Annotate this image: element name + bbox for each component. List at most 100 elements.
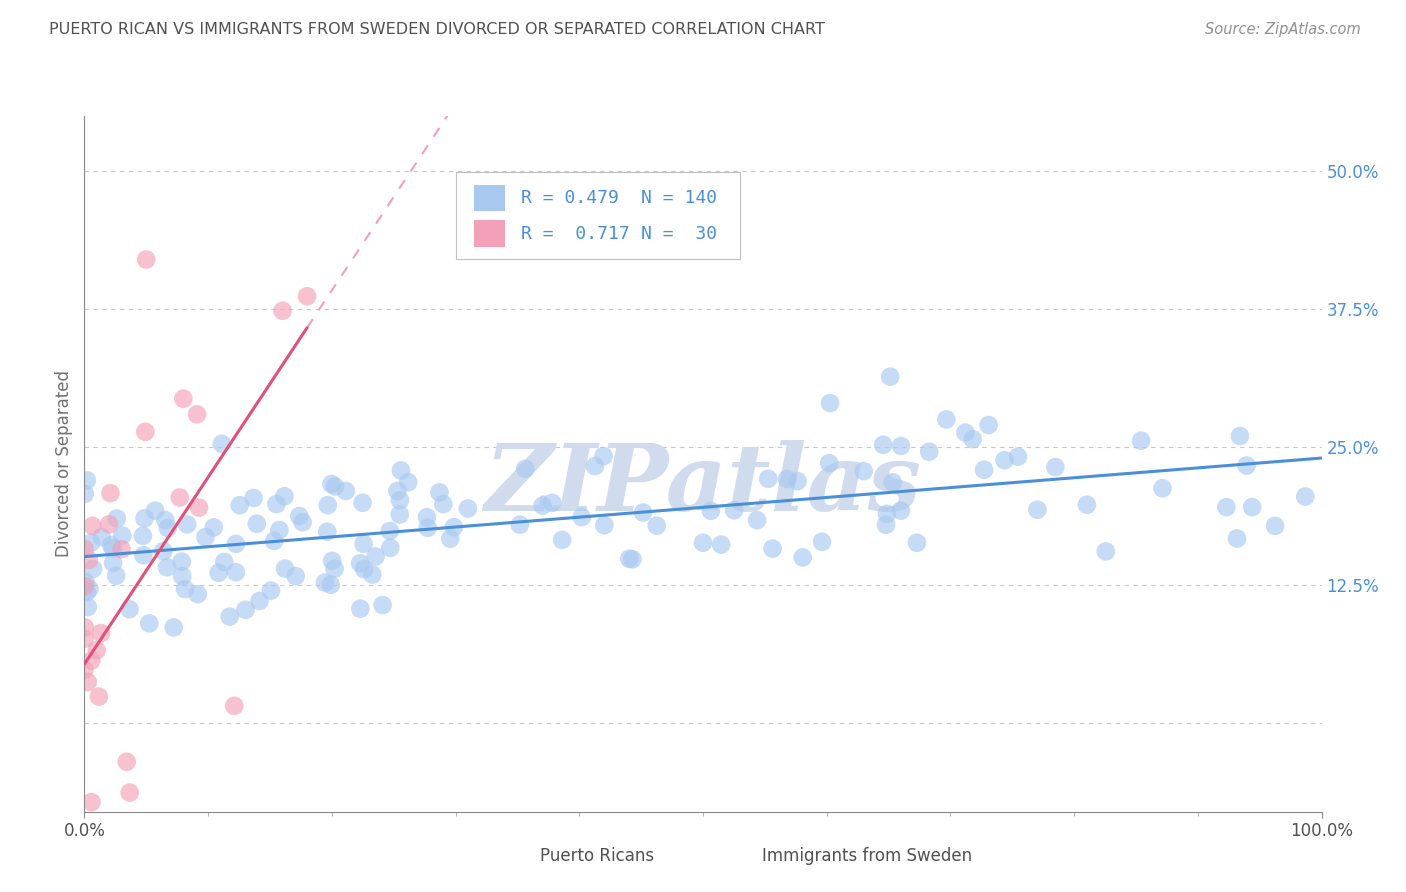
Point: [295, 289, 318, 303]
Point: [176, 517, 198, 532]
Point: [388, 493, 411, 508]
Point: [592, 449, 614, 463]
FancyBboxPatch shape: [721, 846, 752, 865]
Point: [429, 485, 451, 500]
Point: [86, 643, 108, 657]
Point: [723, 503, 745, 517]
Point: [745, 513, 768, 527]
Point: [110, 542, 132, 557]
Point: [509, 517, 531, 532]
Point: [890, 503, 912, 517]
Point: [439, 532, 461, 546]
Point: [1241, 500, 1264, 514]
Point: [389, 463, 412, 477]
Point: [905, 535, 928, 549]
Point: [73, 632, 96, 646]
Point: [207, 566, 229, 580]
Point: [170, 555, 193, 569]
Point: [118, 786, 141, 800]
Point: [955, 425, 977, 440]
Point: [76, 675, 98, 690]
Point: [156, 521, 179, 535]
Point: [224, 698, 246, 713]
FancyBboxPatch shape: [474, 220, 505, 247]
Point: [935, 412, 957, 426]
Point: [101, 541, 124, 556]
Point: [1026, 502, 1049, 516]
Point: [890, 439, 912, 453]
Point: [274, 561, 297, 575]
Point: [76, 600, 98, 615]
Point: [73, 620, 96, 634]
Point: [541, 496, 564, 510]
Point: [105, 568, 128, 582]
Point: [396, 475, 419, 490]
Text: Immigrants from Sweden: Immigrants from Sweden: [762, 847, 973, 864]
Point: [1264, 519, 1286, 533]
Text: PUERTO RICAN VS IMMIGRANTS FROM SWEDEN DIVORCED OR SEPARATED CORRELATION CHART: PUERTO RICAN VS IMMIGRANTS FROM SWEDEN D…: [49, 22, 825, 37]
Point: [583, 459, 606, 474]
Point: [155, 513, 177, 527]
Point: [111, 528, 134, 542]
Point: [973, 463, 995, 477]
Point: [1215, 500, 1237, 515]
Point: [82, 562, 104, 576]
Point: [134, 425, 156, 439]
Point: [98, 517, 121, 532]
Point: [875, 517, 897, 532]
Point: [378, 524, 401, 538]
Point: [852, 464, 875, 478]
Point: [100, 486, 122, 500]
FancyBboxPatch shape: [499, 846, 530, 865]
Point: [700, 504, 723, 518]
Point: [761, 541, 783, 556]
Point: [79, 582, 101, 596]
Point: [416, 510, 439, 524]
Point: [993, 453, 1015, 467]
Y-axis label: Divorced or Separated: Divorced or Separated: [55, 370, 73, 558]
Text: N = 140: N = 140: [641, 189, 717, 207]
Point: [631, 506, 654, 520]
Point: [1229, 429, 1251, 443]
Point: [515, 462, 537, 476]
Point: [879, 369, 901, 384]
Point: [316, 524, 339, 539]
Point: [172, 569, 194, 583]
Point: [531, 499, 554, 513]
Point: [918, 444, 941, 458]
Point: [882, 475, 904, 490]
Point: [876, 507, 898, 521]
Point: [323, 562, 346, 576]
Point: [87, 690, 110, 704]
Point: [811, 534, 834, 549]
Text: ZIPatlas: ZIPatlas: [485, 440, 921, 530]
Point: [172, 392, 194, 406]
Point: [818, 456, 841, 470]
Point: [73, 842, 96, 856]
Point: [1095, 544, 1118, 558]
Point: [73, 487, 96, 501]
Point: [291, 515, 314, 529]
Point: [1045, 460, 1067, 475]
Point: [645, 518, 668, 533]
Point: [73, 579, 96, 593]
Point: [977, 417, 1000, 432]
FancyBboxPatch shape: [456, 171, 740, 259]
Point: [1236, 458, 1258, 473]
Point: [593, 518, 616, 533]
Point: [249, 594, 271, 608]
Text: R =  0.717: R = 0.717: [522, 225, 630, 243]
Point: [246, 516, 269, 531]
Point: [135, 252, 157, 267]
Point: [323, 479, 346, 493]
Point: [132, 548, 155, 562]
Point: [621, 552, 644, 566]
Point: [235, 603, 257, 617]
Point: [90, 626, 112, 640]
Point: [82, 519, 104, 533]
Point: [1294, 490, 1316, 504]
Point: [271, 303, 294, 318]
Point: [76, 474, 98, 488]
Point: [83, 840, 105, 855]
Point: [263, 533, 285, 548]
